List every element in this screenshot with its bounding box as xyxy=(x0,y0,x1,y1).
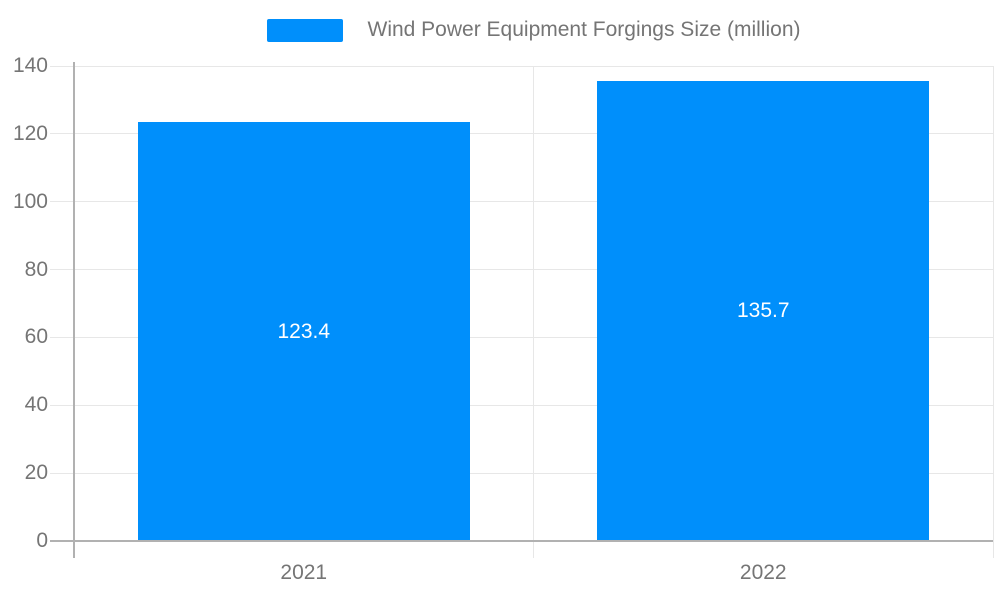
x-gridline xyxy=(533,66,534,558)
y-axis-tick-label: 80 xyxy=(24,257,48,281)
legend-label: Wind Power Equipment Forgings Size (mill… xyxy=(367,18,801,41)
y-axis-tick-label: 60 xyxy=(24,325,48,349)
legend-swatch-icon xyxy=(266,18,343,42)
chart-legend-item[interactable]: Wind Power Equipment Forgings Size (mill… xyxy=(74,16,993,44)
bar-2022[interactable] xyxy=(597,80,930,541)
y-gridline xyxy=(50,472,993,474)
y-axis-tick-label: 120 xyxy=(12,121,48,145)
bar-value-label: 123.4 xyxy=(277,319,331,343)
x-axis-line xyxy=(50,540,993,542)
y-gridline xyxy=(50,133,993,135)
y-axis-line xyxy=(73,62,75,558)
y-gridline xyxy=(50,404,993,406)
plot-area: 0 20 40 60 80 100 120 140 123.4 2021 135.7 2022 xyxy=(13,54,994,584)
x-gridline xyxy=(992,66,994,558)
y-gridline xyxy=(50,269,993,271)
y-axis-tick-label: 100 xyxy=(12,189,48,213)
x-axis-tick-label: 2021 xyxy=(280,561,328,584)
y-axis-tick-label: 40 xyxy=(24,393,48,417)
y-gridline xyxy=(50,336,993,338)
y-gridline xyxy=(50,201,993,203)
y-axis-tick-label: 20 xyxy=(24,461,48,485)
bar-value-label: 135.7 xyxy=(736,298,790,322)
y-axis-tick-label: 140 xyxy=(12,54,48,77)
x-axis-tick-label: 2022 xyxy=(739,561,787,584)
bar-2021[interactable] xyxy=(137,122,470,541)
y-axis-tick-label: 0 xyxy=(36,529,48,552)
y-gridline xyxy=(50,65,993,67)
